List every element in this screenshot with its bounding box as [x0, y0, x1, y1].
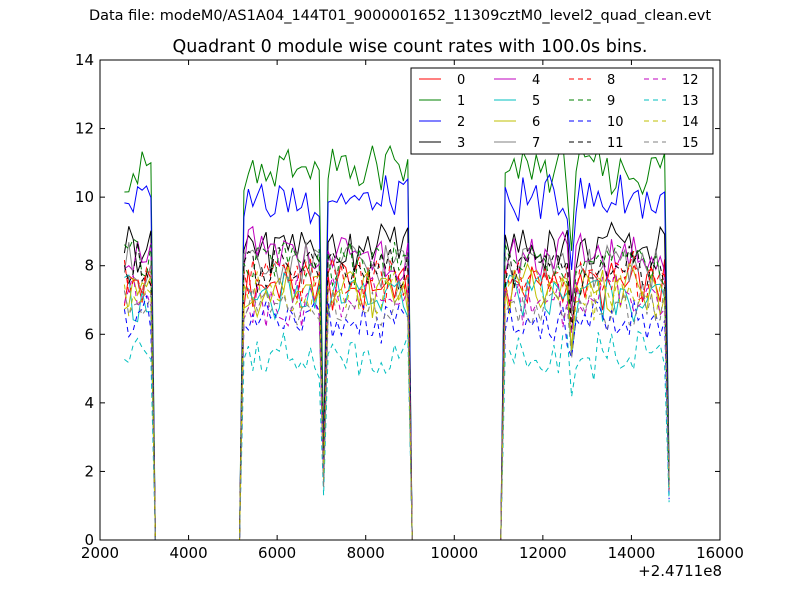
- x-offset-label: +2.4711e8: [638, 562, 722, 580]
- y-tick-label: 6: [84, 325, 94, 343]
- y-tick-label: 12: [75, 120, 94, 138]
- legend-label-3: 3: [457, 136, 465, 151]
- series-line-7: [123, 241, 670, 540]
- legend-label-14: 14: [682, 115, 699, 130]
- axes-frame: [99, 59, 721, 541]
- legend-label-8: 8: [607, 73, 615, 88]
- x-tick-label: 4000: [169, 544, 207, 562]
- series-line-3: [123, 221, 670, 540]
- series-line-6: [124, 262, 670, 540]
- series-line-4: [124, 225, 670, 540]
- figure-suptitle: Data file: modeM0/AS1A04_144T01_90000016…: [88, 8, 712, 24]
- legend-label-12: 12: [682, 73, 699, 88]
- legend-label-5: 5: [532, 94, 540, 109]
- x-tick-label: 8000: [347, 544, 385, 562]
- x-tick-label: 14000: [608, 544, 656, 562]
- legend-label-7: 7: [532, 136, 540, 151]
- series-line-10: [123, 295, 670, 540]
- legend-label-2: 2: [457, 115, 465, 130]
- series-line-2: [124, 173, 670, 540]
- legend-label-11: 11: [607, 136, 624, 151]
- legend-label-10: 10: [607, 115, 624, 130]
- series-line-1: [124, 143, 670, 540]
- legend-label-9: 9: [607, 94, 615, 109]
- legend-label-15: 15: [682, 136, 699, 151]
- y-tick-label: 8: [84, 257, 94, 275]
- x-tick-label: 6000: [258, 544, 296, 562]
- series-line-14: [123, 268, 670, 540]
- legend-label-6: 6: [532, 115, 540, 130]
- legend-box: [410, 67, 714, 155]
- y-tick-label: 2: [84, 462, 94, 480]
- series-line-8: [123, 250, 670, 540]
- x-tick-label: 2000: [81, 544, 119, 562]
- x-tick-label: 12000: [519, 544, 567, 562]
- legend-label-0: 0: [457, 73, 465, 88]
- series-line-13: [124, 330, 670, 540]
- legend-label-1: 1: [457, 94, 465, 109]
- y-tick-label: 0: [84, 531, 94, 549]
- y-tick-label: 4: [84, 394, 94, 412]
- x-tick-label: 10000: [430, 544, 478, 562]
- series-line-0: [123, 259, 670, 540]
- series-line-15: [123, 279, 670, 540]
- series-line-5: [124, 272, 670, 540]
- x-tick-label: 16000: [696, 544, 744, 562]
- y-tick-label: 10: [75, 188, 94, 206]
- legend-label-4: 4: [532, 73, 540, 88]
- y-tick-label: 14: [75, 51, 94, 69]
- series-line-12: [123, 272, 670, 540]
- legend-label-13: 13: [682, 94, 699, 109]
- series-group: [123, 143, 670, 540]
- chart-title: Quadrant 0 module wise count rates with …: [172, 37, 648, 57]
